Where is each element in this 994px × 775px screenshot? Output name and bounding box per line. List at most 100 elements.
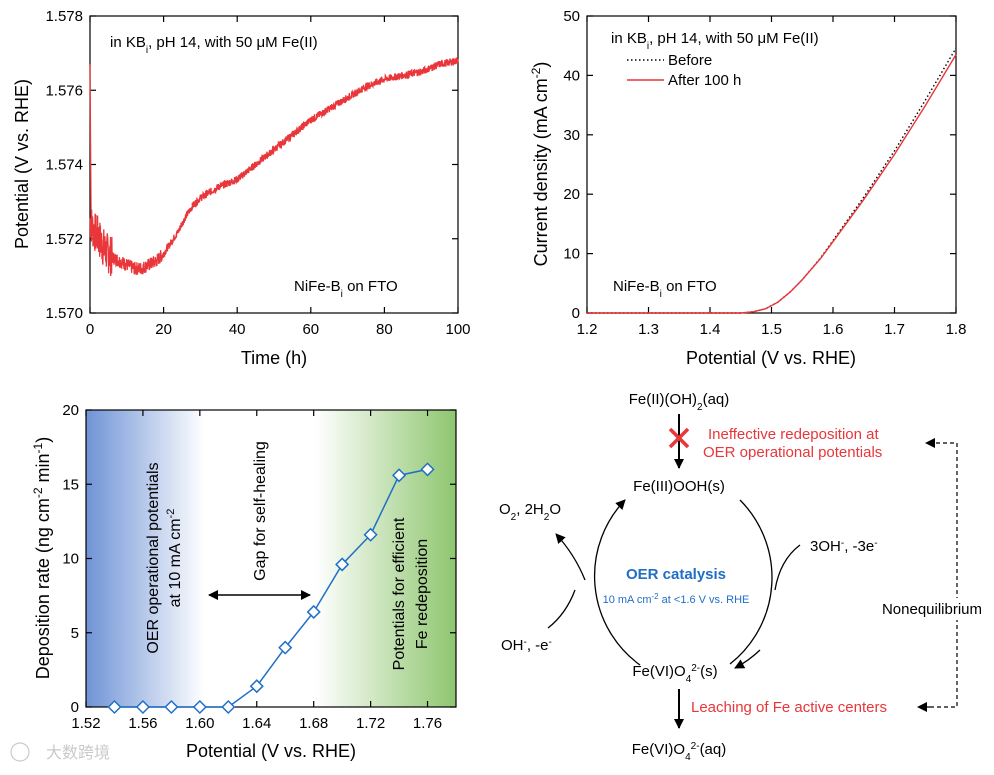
panel-c: 1.52 1.56 1.60 1.64 1.68 1.72 1.76 0 5 10 15 20 OER… [31,402,457,761]
nonequilibrium-label-bg [876,598,988,620]
panel-c-marker-diamond [420,462,435,477]
scheme-top-species: Fe(II)(OH)2(aq) [629,391,730,413]
scheme-nonequilibrium: Nonequilibrium [882,601,982,618]
panel-c-marker-diamond [335,557,350,572]
cross-icon [668,427,690,449]
panel-b-xtick-label: 1.4 [700,321,721,338]
panel-c-marker-diamond [107,699,122,715]
panel-b-xtick-label: 1.3 [638,321,659,338]
panel-b-ticks: 1.2 1.3 1.4 1.5 1.6 1.7 1.8 0 10 20 30 40 50 [563,8,966,338]
panel-b-plot-area [586,15,957,314]
panel-a-xtick-label: 100 [445,321,470,338]
panel-b-xtick-label: 1.2 [577,321,598,338]
scheme-ineffective-line1: Ineffective redeposition at [708,426,880,443]
panel-a-ytick-label: 1.570 [45,305,83,322]
region-right-line1: Potentials for efficient [391,517,408,670]
panel-b-ytick-label: 40 [563,67,580,84]
panel-c-marker-diamond [164,699,179,715]
scheme-left-bottom: OH-, -e- [501,637,552,655]
cycle-side-in-left-bottom [547,589,576,629]
panel-c-ytick-label: 15 [62,476,79,493]
panel-c-marker-diamond [306,604,321,620]
panel-c-ytick-label: 0 [71,699,79,716]
region-left-line1: OER operational potentials [145,462,162,653]
panel-a: 0 20 40 60 80 100 1.570 1.572 1.574 1.576 1.578 in… [12,8,471,368]
panel-a-xtick-label: 60 [302,321,319,338]
panel-a-xtick-label: 40 [229,321,246,338]
watermark-text: 大数跨境 [46,743,110,762]
cycle-side-out-left-top [555,533,586,581]
panel-a-xtick-label: 80 [376,321,393,338]
watermark: 大数跨境 [10,742,110,762]
panel-a-annotation-bottom: NiFe-Bi on FTO [294,278,398,300]
panel-b-ytick-label: 30 [563,127,580,144]
panel-a-ytick-label: 1.576 [45,82,83,99]
panel-a-xtick-label: 20 [155,321,172,338]
panel-c-marker-diamond [192,699,207,715]
panel-c-xtick-label: 1.68 [299,715,328,732]
legend-before-label: Before [668,52,712,69]
panel-b-series-before [587,47,957,314]
panel-b-xtick-label: 1.8 [946,321,967,338]
panel-c-ytick-label: 5 [71,625,79,642]
panel-b-ytick-label: 10 [563,246,580,263]
panel-b-ytick-label: 0 [572,305,580,322]
scheme-ineffective-line2: OER operational potentials [703,444,882,461]
panel-c-xtick-label: 1.60 [185,715,214,732]
panel-c-gradient-background [86,410,456,707]
panel-b-xtick-label: 1.7 [884,321,905,338]
panel-b-ytick-label: 20 [563,186,580,203]
panel-b-xtick-label: 1.5 [761,321,782,338]
panel-c-xtick-label: 1.76 [413,715,442,732]
panel-d-scheme: Fe(II)(OH)2(aq) Ineffective redeposition… [499,391,988,763]
cycle-arc-right [729,499,773,665]
panel-b: 1.2 1.3 1.4 1.5 1.6 1.7 1.8 0 10 20 30 40 50 in KBi,… [529,8,966,368]
scheme-left-top: O2, 2H2O [499,501,561,523]
panel-c-xtick-label: 1.64 [242,715,271,732]
panel-a-series-line [89,57,459,277]
cycle-arc-bottom-right [734,649,761,669]
nonequilibrium-dashed-path [925,438,958,708]
region-left-line2: at 10 mA cm-2 [165,509,184,608]
panel-c-ytick-label: 20 [62,402,79,419]
scheme-center-subtitle: 10 mA cm-2 at <1.6 V vs. RHE [603,592,750,607]
panel-b-annotation-top: in KBi, pH 14, with 50 μM Fe(II) [611,30,819,52]
panel-c-markers [107,462,435,715]
panel-a-ytick-label: 1.574 [45,157,83,174]
panel-a-ticks: 0 20 40 60 80 100 1.570 1.572 1.574 1.576 1.578 [45,8,470,338]
panel-c-xtick-label: 1.52 [71,715,100,732]
scheme-leaching: Leaching of Fe active centers [691,699,887,716]
scheme-right-top: 3OH-, -3e- [810,538,878,556]
panel-a-xlabel: Time (h) [241,348,307,368]
watermark-logo-icon [10,742,30,762]
panel-c-marker-diamond [135,699,150,715]
panel-c-marker-diamond [278,640,293,655]
panel-c-xlabel: Potential (V vs. RHE) [186,741,356,761]
panel-b-annotation-bottom: NiFe-Bi on FTO [613,278,717,300]
cycle-side-in-right [774,544,801,591]
cycle-arc-left [593,499,641,666]
panel-c-marker-diamond [249,679,264,694]
panel-c-xtick-label: 1.72 [356,715,385,732]
panel-c-marker-diamond [221,699,236,715]
panel-c-ticks: 1.52 1.56 1.60 1.64 1.68 1.72 1.76 0 5 10 15 20 [62,402,456,732]
panel-b-ytick-label: 50 [563,8,580,25]
panel-b-xlabel: Potential (V vs. RHE) [686,348,856,368]
scheme-bottom-species: Fe(VI)O42-(aq) [632,741,727,763]
panel-c-marker-diamond [363,527,378,542]
panel-b-ylabel: Current density (mA cm-2) [529,62,551,267]
panel-a-ytick-label: 1.572 [45,231,83,248]
panel-c-marker-diamond [392,468,407,483]
legend-after-label: After 100 h [668,72,741,89]
panel-c-ylabel: Deposition rate (ng cm-2 min-1) [31,437,53,679]
panel-c-ytick-label: 10 [62,551,79,568]
panel-a-xtick-label: 0 [86,321,94,338]
scheme-cycle-top: Fe(III)OOH(s) [633,478,725,495]
region-right-line2: Fe redeposition [414,539,431,649]
panel-b-series-after [587,54,957,314]
panel-a-annotation-top: in KBi, pH 14, with 50 μM Fe(II) [110,34,318,56]
panel-c-xtick-label: 1.56 [128,715,157,732]
scheme-center-title: OER catalysis [626,566,726,583]
scheme-cycle-bottom: Fe(VI)O42-(s) [632,663,717,685]
